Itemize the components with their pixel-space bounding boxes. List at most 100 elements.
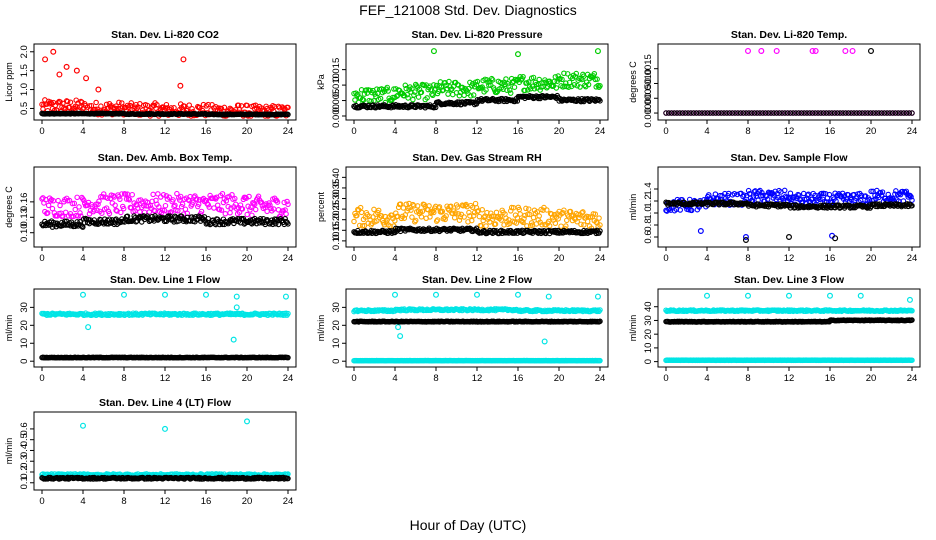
x-tick-label: 12 (160, 253, 171, 264)
data-point (713, 110, 719, 116)
data-point (470, 92, 477, 98)
data-point (161, 207, 168, 214)
outlier-point (42, 56, 49, 63)
y-tick-label: 1.2 (643, 194, 654, 207)
x-tick-label: 24 (907, 126, 918, 137)
data-point (879, 189, 886, 195)
data-point (363, 87, 370, 93)
series-1 (663, 292, 915, 315)
data-point (79, 99, 85, 105)
x-tick-label: 4 (80, 373, 85, 384)
data-point (95, 201, 101, 207)
data-point (487, 219, 493, 225)
x-tick-label: 8 (745, 253, 750, 264)
y-tick-label: 10 (19, 338, 30, 349)
outlier-point (842, 47, 849, 54)
data-point (540, 207, 546, 213)
data-point (587, 97, 594, 103)
x-tick-label: 24 (595, 253, 606, 264)
outlier-point (785, 292, 792, 299)
data-point (93, 201, 99, 207)
x-tick-label: 16 (201, 253, 212, 264)
data-point (274, 199, 281, 205)
x-tick-label: 12 (160, 373, 171, 384)
data-point (122, 191, 129, 198)
y-tick-label: 0.15 (331, 221, 342, 240)
y-tick-label: 0 (19, 359, 30, 364)
x-tick-label: 24 (283, 253, 294, 264)
data-point (285, 104, 291, 111)
outlier-point (742, 234, 749, 241)
data-point (868, 188, 874, 195)
data-point (112, 217, 118, 223)
data-point (474, 78, 481, 85)
data-point (514, 215, 521, 221)
data-point (564, 71, 571, 77)
data-point (81, 197, 87, 204)
data-point (162, 202, 169, 209)
data-point (186, 102, 192, 108)
y-axis-label: ml/min (4, 315, 14, 342)
y-tick-label: 10 (331, 338, 342, 349)
outlier-point (203, 291, 210, 298)
outlier-point (397, 333, 404, 340)
outlier-point (433, 291, 440, 298)
data-point (285, 111, 291, 118)
data-point (240, 215, 247, 222)
data-point (489, 216, 496, 222)
data-point (410, 96, 416, 103)
x-tick-label: 8 (433, 253, 438, 264)
data-point (745, 187, 752, 194)
data-point (163, 101, 170, 108)
data-point (685, 110, 691, 116)
data-point (848, 110, 854, 116)
data-point (895, 110, 901, 116)
outlier-point (177, 82, 184, 89)
data-point (78, 213, 84, 219)
data-point (489, 77, 496, 83)
y-tick-label: 0.8 (643, 218, 654, 231)
data-point (219, 190, 226, 197)
data-point (170, 197, 176, 203)
y-axis-label: ml/min (628, 315, 638, 342)
data-point (96, 198, 102, 204)
data-point (126, 197, 133, 203)
data-point (842, 110, 849, 116)
data-point (67, 99, 74, 105)
data-point (892, 110, 899, 116)
data-point (779, 110, 785, 116)
data-point (579, 209, 585, 216)
data-point (479, 84, 485, 90)
data-point (818, 110, 824, 116)
data-point (704, 110, 711, 116)
data-point (69, 200, 76, 207)
data-point (412, 89, 418, 95)
data-point (759, 110, 766, 116)
data-point (371, 206, 377, 213)
data-point (40, 106, 46, 112)
data-point (351, 218, 357, 225)
x-tick-label: 0 (39, 373, 44, 384)
data-point (578, 221, 584, 228)
data-point (116, 99, 122, 106)
outlier-point (233, 293, 240, 300)
data-point (370, 214, 376, 220)
data-point (120, 205, 127, 212)
data-point (693, 110, 700, 116)
data-point (72, 206, 78, 213)
data-point (361, 222, 368, 229)
data-point (64, 98, 71, 105)
outlier-point (857, 292, 864, 299)
data-point (578, 230, 584, 237)
data-point (537, 87, 543, 93)
data-point (469, 217, 475, 224)
data-point (729, 110, 736, 116)
data-point (483, 87, 489, 93)
series-2 (663, 199, 915, 244)
data-point (536, 76, 542, 83)
data-point (459, 84, 466, 91)
outlier-point (809, 47, 816, 54)
outlier-point (744, 47, 751, 54)
x-tick-label: 0 (663, 126, 668, 137)
